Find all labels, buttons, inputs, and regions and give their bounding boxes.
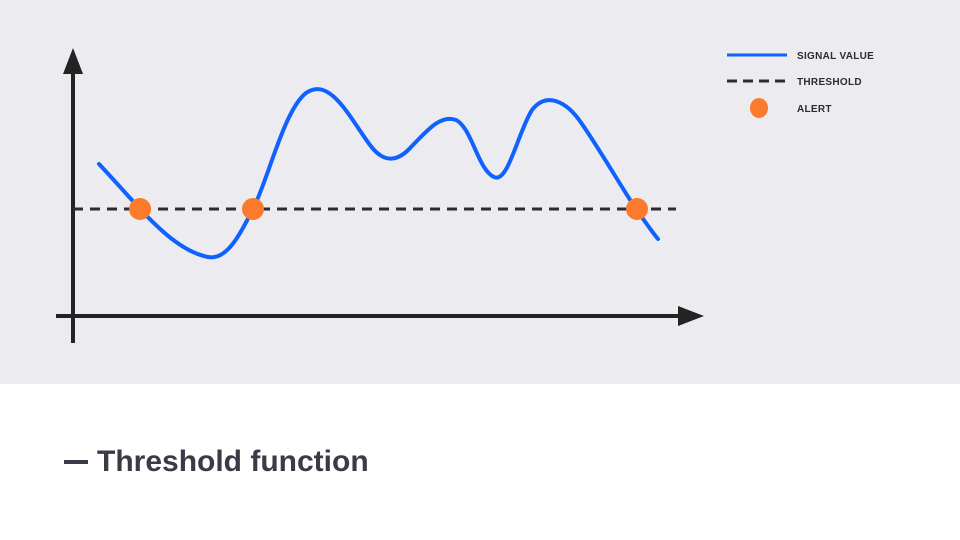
legend-threshold-label: THRESHOLD — [797, 77, 862, 88]
legend-alert-label: ALERT — [797, 104, 832, 115]
legend: SIGNAL VALUE THRESHOLD ALERT — [727, 51, 874, 118]
caption-text: Threshold function — [97, 445, 369, 478]
figure-caption: Threshold function — [64, 442, 369, 482]
x-axis-arrowhead — [678, 306, 704, 326]
threshold-diagram: SIGNAL VALUE THRESHOLD ALERT — [56, 48, 874, 343]
axes — [56, 48, 704, 343]
legend-signal-label: SIGNAL VALUE — [797, 51, 874, 62]
alert-points — [129, 198, 648, 220]
legend-alert-swatch — [750, 98, 768, 118]
alert-point — [626, 198, 648, 220]
alert-point — [129, 198, 151, 220]
figure-panel: SIGNAL VALUE THRESHOLD ALERT — [0, 0, 960, 384]
y-axis-arrowhead — [63, 48, 83, 74]
signal-curve — [97, 87, 660, 260]
alert-point — [242, 198, 264, 220]
caption-dash — [64, 460, 88, 464]
